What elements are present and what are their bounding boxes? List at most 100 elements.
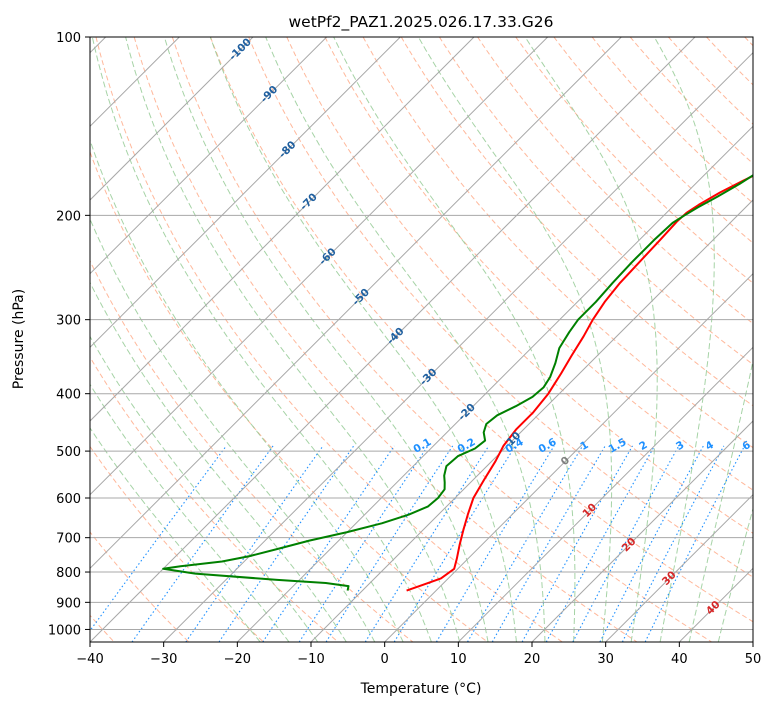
x-tick-label: 10 bbox=[450, 652, 467, 667]
moist-adiabat bbox=[524, 37, 658, 642]
dry-adiabat bbox=[362, 37, 753, 449]
x-tick-label: 0 bbox=[381, 652, 389, 667]
isotherm bbox=[90, 37, 696, 642]
y-tick-label: 800 bbox=[56, 566, 81, 581]
isotherm bbox=[90, 37, 401, 349]
moist-adiabat bbox=[125, 37, 461, 642]
mixing-ratio-line bbox=[90, 445, 227, 632]
dry-adiabat bbox=[90, 259, 414, 642]
plot-frame bbox=[89, 36, 754, 643]
mixing-ratio-line bbox=[467, 445, 584, 642]
dry-adiabat bbox=[286, 37, 753, 534]
mixing-ratio-line bbox=[298, 445, 429, 642]
temperature-profile bbox=[406, 174, 753, 592]
mixing-ratio-line bbox=[131, 445, 274, 642]
dry-adiabat bbox=[629, 37, 753, 165]
x-tick-label: 30 bbox=[597, 652, 614, 667]
dry-adiabat bbox=[171, 37, 712, 642]
moist-adiabat bbox=[688, 358, 753, 642]
moist-adiabat bbox=[209, 37, 517, 642]
dry-adiabat bbox=[248, 37, 753, 578]
isotherm bbox=[384, 272, 753, 642]
dry-adiabat bbox=[90, 531, 190, 642]
dry-adiabat bbox=[744, 37, 753, 47]
moist-adiabat bbox=[90, 281, 347, 642]
x-axis-title: Temperature (°C) bbox=[360, 681, 482, 697]
isotherm bbox=[605, 493, 753, 642]
y-tick-label: 900 bbox=[56, 596, 81, 611]
x-tick-label: −20 bbox=[224, 652, 251, 667]
isotherm bbox=[90, 37, 549, 496]
series-layer bbox=[162, 174, 753, 592]
mixing-ratio-line bbox=[364, 445, 490, 642]
moist-adiabat bbox=[90, 383, 290, 642]
mixing-ratio-line bbox=[185, 445, 324, 642]
moist-adiabat bbox=[417, 37, 613, 642]
dry-adiabat bbox=[210, 37, 753, 623]
moist-adiabat bbox=[265, 37, 546, 642]
moist-adiabat bbox=[333, 37, 576, 642]
mixing-ratio-label: 0.2 bbox=[456, 436, 478, 456]
dry-adiabat bbox=[668, 37, 753, 125]
moist-adiabat bbox=[91, 37, 432, 642]
dry-adiabat bbox=[95, 37, 563, 642]
moist-adiabat bbox=[653, 37, 715, 642]
x-tick-label: 20 bbox=[524, 652, 541, 667]
moist-adiabat bbox=[90, 427, 261, 642]
isotherm bbox=[90, 37, 475, 422]
dry-adiabat bbox=[324, 37, 753, 491]
isotherm bbox=[163, 51, 753, 642]
y-tick-label: 1000 bbox=[48, 623, 81, 638]
dry-adiabat bbox=[90, 445, 264, 642]
mixing-ratio-label: 8 bbox=[770, 439, 775, 453]
chart-title: wetPf2_PAZ1.2025.026.17.33.G26 bbox=[289, 13, 554, 32]
dry-adiabat bbox=[553, 37, 753, 244]
y-tick-label: 600 bbox=[56, 492, 81, 507]
line-label-layer: -100-90-80-70-60-50-40-30-20-10010203040… bbox=[227, 37, 775, 617]
mixing-ratio-line bbox=[262, 445, 395, 642]
moist-adiabat bbox=[717, 506, 753, 642]
x-tick-label: −30 bbox=[150, 652, 177, 667]
y-tick-label: 400 bbox=[56, 388, 81, 403]
dry-adiabat bbox=[438, 37, 753, 366]
y-tick-label: 200 bbox=[56, 209, 81, 224]
mixing-ratio-line bbox=[621, 445, 725, 642]
isotherm bbox=[90, 37, 622, 570]
x-tick-label: 50 bbox=[745, 652, 762, 667]
mixing-ratio-line bbox=[545, 445, 656, 642]
x-tick-label: −10 bbox=[297, 652, 324, 667]
y-axis-title: Pressure (hPa) bbox=[11, 289, 27, 389]
isotherm bbox=[236, 125, 753, 642]
grid-layer bbox=[90, 37, 753, 642]
mixing-ratio-line bbox=[644, 445, 746, 642]
mixing-ratio-label: 0.1 bbox=[411, 436, 433, 456]
dry-adiabat bbox=[706, 37, 753, 86]
isotherm bbox=[531, 420, 753, 642]
y-tick-label: 300 bbox=[56, 314, 81, 329]
y-tick-label: 500 bbox=[56, 445, 81, 460]
dry-adiabat bbox=[515, 37, 753, 284]
mixing-ratio-line bbox=[218, 445, 355, 642]
axis-layer: −40 −30 −20 −10 0 10 20 30 40 50 100 200 300 400 500 60… bbox=[48, 31, 761, 667]
dry-adiabat bbox=[90, 150, 488, 642]
isotherm bbox=[90, 37, 328, 275]
mixing-ratio-line bbox=[393, 445, 516, 642]
mixing-ratio-line bbox=[599, 445, 704, 642]
isotherm bbox=[310, 199, 753, 642]
mixing-ratio-line bbox=[521, 445, 633, 642]
moist-adiabat bbox=[90, 335, 319, 642]
x-tick-label: −40 bbox=[76, 652, 103, 667]
isotherm bbox=[90, 37, 254, 201]
dry-adiabat bbox=[133, 37, 638, 642]
isotherm bbox=[752, 641, 753, 642]
mixing-ratio-line bbox=[325, 445, 454, 642]
dry-adiabat bbox=[591, 37, 753, 204]
moist-adiabat bbox=[90, 138, 404, 642]
mixing-ratio-line bbox=[435, 445, 555, 642]
y-tick-label: 100 bbox=[56, 31, 81, 46]
x-tick-label: 40 bbox=[671, 652, 688, 667]
moist-adiabat bbox=[163, 37, 489, 642]
dewpoint-profile bbox=[162, 174, 753, 591]
y-tick-label: 700 bbox=[56, 532, 81, 547]
